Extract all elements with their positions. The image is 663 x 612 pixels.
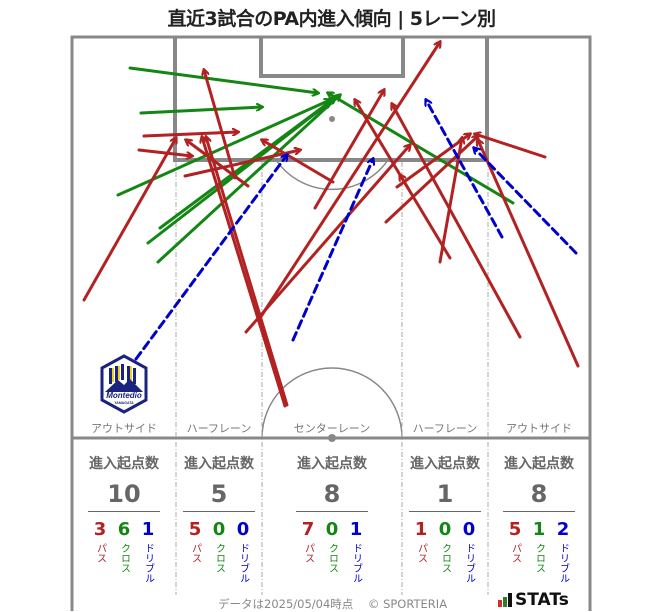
cross-arrow bbox=[128, 66, 318, 93]
data-date: データは2025/05/04時点 bbox=[218, 597, 354, 611]
pass-arrow bbox=[82, 138, 176, 302]
pass-arrow bbox=[204, 70, 237, 180]
page-title: 直近3試合のPA内進入傾向 | 5レーン別 bbox=[167, 8, 496, 30]
pass-arrow bbox=[384, 136, 478, 224]
pass-label: パス bbox=[94, 543, 106, 563]
dribble-label: ドリブル bbox=[237, 543, 249, 583]
cross-count: 1 bbox=[532, 519, 546, 540]
pass-arrow bbox=[142, 132, 238, 138]
stats-header: 進入起点数 bbox=[89, 456, 159, 472]
lane-stats-outside-left: 進入起点数 10 3 パス 6 クロス 1 ドリブル bbox=[72, 444, 176, 594]
pass-count: 7 bbox=[301, 519, 315, 540]
stats-header: 進入起点数 bbox=[297, 456, 367, 472]
svg-text:YAMAGATA: YAMAGATA bbox=[114, 401, 134, 405]
dribble-label: ドリブル bbox=[463, 543, 475, 583]
arrow-layer bbox=[82, 42, 580, 408]
dribble-arrow bbox=[474, 148, 578, 255]
bar-chart-icon bbox=[498, 593, 512, 607]
pass-arrow bbox=[478, 140, 580, 368]
cross-label: クロス bbox=[326, 543, 338, 573]
pass-count: 1 bbox=[414, 519, 428, 540]
team-logo-icon: Montedio YAMAGATA bbox=[100, 354, 148, 414]
dribble-count: 1 bbox=[349, 519, 363, 540]
pass-arrow bbox=[137, 148, 192, 156]
stats-brand-logo: STATs bbox=[498, 590, 569, 610]
pass-label: パス bbox=[302, 543, 314, 563]
cross-arrow bbox=[146, 102, 330, 245]
entry-total: 8 bbox=[296, 479, 368, 512]
cross-arrow bbox=[156, 95, 340, 264]
lane-dividers bbox=[175, 162, 489, 595]
dribble-count: 2 bbox=[556, 519, 570, 540]
pass-count: 5 bbox=[188, 519, 202, 540]
cross-count: 6 bbox=[117, 519, 131, 540]
dribble-count: 0 bbox=[462, 519, 476, 540]
penalty-area bbox=[173, 37, 489, 162]
cross-arrow bbox=[139, 107, 262, 115]
lane-label-outside-left: アウトサイド bbox=[91, 422, 157, 435]
pass-count: 5 bbox=[508, 519, 522, 540]
center-spot bbox=[328, 434, 336, 442]
pass-label: パス bbox=[509, 543, 521, 563]
dribble-count: 0 bbox=[236, 519, 250, 540]
stats-header: 進入起点数 bbox=[184, 456, 254, 472]
cross-label: クロス bbox=[439, 543, 451, 573]
entry-total: 10 bbox=[88, 479, 160, 512]
lane-stats-halfspace-right: 進入起点数 1 1 パス 0 クロス 0 ドリブル bbox=[402, 444, 488, 594]
pass-arrow bbox=[475, 134, 547, 159]
lane-label-halfspace-right: ハーフレーン bbox=[412, 422, 478, 435]
lane-stats-halfspace-left: 進入起点数 5 5 パス 0 クロス 0 ドリブル bbox=[176, 444, 262, 594]
pass-label: パス bbox=[415, 543, 427, 563]
cross-label: クロス bbox=[533, 543, 545, 573]
dribble-arrow bbox=[291, 159, 373, 342]
pass-arrow bbox=[392, 104, 522, 339]
stats-header: 進入起点数 bbox=[410, 456, 480, 472]
cross-count: 0 bbox=[325, 519, 339, 540]
pass-arrow bbox=[186, 140, 250, 188]
field-border bbox=[70, 35, 592, 611]
center-circle bbox=[261, 367, 403, 439]
cross-arrow bbox=[328, 93, 515, 205]
stats-header: 進入起点数 bbox=[504, 456, 574, 472]
entry-total: 1 bbox=[409, 479, 481, 512]
dribble-arrow bbox=[426, 100, 504, 239]
lane-label-outside-right: アウトサイド bbox=[506, 422, 572, 435]
lane-label-halfspace-left: ハーフレーン bbox=[186, 422, 252, 435]
pass-arrow bbox=[262, 140, 335, 184]
pass-count: 3 bbox=[93, 519, 107, 540]
cross-count: 0 bbox=[438, 519, 452, 540]
entry-total: 5 bbox=[183, 479, 255, 512]
pass-arrow bbox=[202, 137, 287, 408]
pass-arrow bbox=[206, 137, 289, 407]
entry-total: 8 bbox=[503, 479, 575, 512]
cross-label: クロス bbox=[118, 543, 130, 573]
copyright: © SPORTERIA bbox=[367, 597, 448, 611]
dribble-arrow bbox=[134, 155, 287, 361]
cross-count: 0 bbox=[212, 519, 226, 540]
pass-arrow bbox=[258, 42, 440, 320]
svg-text:Montedio: Montedio bbox=[106, 391, 142, 400]
penalty-spot bbox=[329, 116, 335, 122]
penalty-arc bbox=[275, 159, 389, 191]
dribble-label: ドリブル bbox=[142, 543, 154, 583]
dribble-label: ドリブル bbox=[557, 543, 569, 583]
lane-stats-outside-right: 進入起点数 8 5 パス 1 クロス 2 ドリブル bbox=[488, 444, 590, 594]
brand-name: STATs bbox=[515, 590, 569, 610]
pass-label: パス bbox=[189, 543, 201, 563]
dribble-label: ドリブル bbox=[350, 543, 362, 583]
cross-label: クロス bbox=[213, 543, 225, 573]
pass-arrow bbox=[313, 90, 384, 210]
lane-stats-center: 進入起点数 8 7 パス 0 クロス 1 ドリブル bbox=[262, 444, 402, 594]
footer-credits: データは2025/05/04時点 © SPORTERIA bbox=[218, 596, 447, 612]
goal-area bbox=[259, 37, 405, 78]
dribble-count: 1 bbox=[141, 519, 155, 540]
pass-arrow bbox=[244, 145, 410, 334]
lane-label-center: センターレーン bbox=[293, 422, 371, 435]
